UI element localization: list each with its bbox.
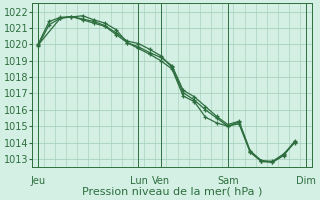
Text: Dim: Dim [296, 176, 316, 186]
Text: Sam: Sam [217, 176, 239, 186]
X-axis label: Pression niveau de la mer( hPa ): Pression niveau de la mer( hPa ) [82, 187, 262, 197]
Text: Ven: Ven [152, 176, 170, 186]
Text: Lun: Lun [130, 176, 148, 186]
Text: Jeu: Jeu [30, 176, 45, 186]
